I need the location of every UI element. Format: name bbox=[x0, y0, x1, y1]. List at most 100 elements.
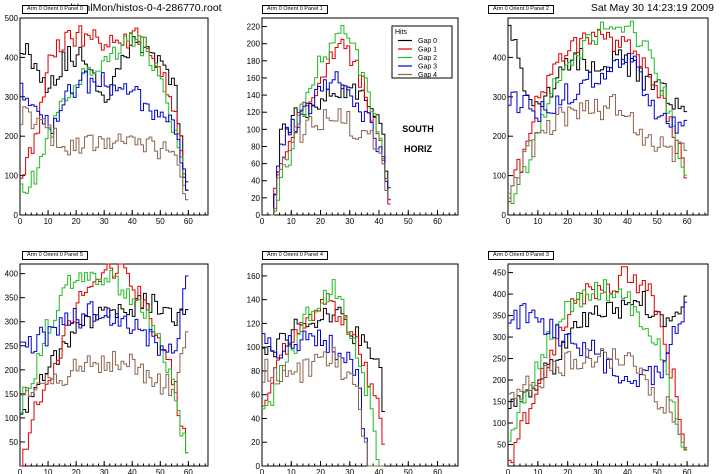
x-tick-label: 50 bbox=[156, 217, 165, 226]
y-tick-label: 500 bbox=[5, 14, 19, 23]
y-tick-label: 200 bbox=[5, 132, 19, 141]
annotation-label: HORIZ bbox=[404, 144, 433, 154]
series-line-gap-3 bbox=[508, 52, 688, 134]
series-line-gap-0 bbox=[20, 36, 189, 183]
y-tick-label: 200 bbox=[493, 376, 507, 385]
y-tick-label: 400 bbox=[493, 53, 507, 62]
y-tick-label: 300 bbox=[5, 93, 19, 102]
y-tick-label: 450 bbox=[493, 269, 507, 278]
y-tick-label: 100 bbox=[5, 172, 19, 181]
x-tick-label: 40 bbox=[623, 468, 632, 474]
x-tick-label: 60 bbox=[433, 468, 442, 474]
plot-frame bbox=[507, 17, 709, 216]
legend-title: Hits bbox=[395, 29, 408, 36]
x-tick-label: 0 bbox=[260, 468, 265, 474]
y-tick-label: 150 bbox=[493, 398, 507, 407]
x-tick-label: 50 bbox=[156, 468, 165, 474]
file-path-label: result/onlMon/histos-0-4-286770.root bbox=[50, 2, 222, 14]
panel-title-3: Arm 0 Orient 0 Panel 5 bbox=[22, 251, 88, 260]
y-tick-label: 140 bbox=[247, 296, 261, 305]
plot-frame bbox=[261, 17, 459, 216]
x-tick-label: 50 bbox=[653, 217, 662, 226]
legend-box bbox=[391, 25, 453, 79]
y-tick-label: 0 bbox=[14, 211, 19, 220]
series-line-gap-2 bbox=[270, 25, 391, 216]
y-tick-label: 300 bbox=[493, 333, 507, 342]
series-line-gap-0 bbox=[508, 290, 688, 409]
x-tick-label: 0 bbox=[260, 217, 265, 226]
x-tick-label: 40 bbox=[375, 468, 384, 474]
y-tick-label: 400 bbox=[5, 270, 19, 279]
timestamp-label: Sat May 30 14:23:19 2009 bbox=[590, 2, 714, 14]
y-tick-label: 100 bbox=[493, 419, 507, 428]
x-tick-label: 0 bbox=[506, 217, 511, 226]
y-tick-label: 20 bbox=[251, 194, 260, 203]
y-tick-label: 150 bbox=[5, 390, 19, 399]
series-line-gap-0 bbox=[262, 306, 385, 413]
series-line-gap-4 bbox=[262, 346, 385, 467]
y-tick-label: 300 bbox=[5, 318, 19, 327]
y-tick-label: 160 bbox=[247, 74, 261, 83]
x-tick-label: 20 bbox=[72, 217, 81, 226]
series-line-gap-2 bbox=[508, 279, 688, 450]
x-tick-label: 60 bbox=[683, 468, 692, 474]
series-line-gap-3 bbox=[508, 301, 688, 387]
x-tick-label: 30 bbox=[345, 217, 354, 226]
y-tick-label: 60 bbox=[251, 391, 260, 400]
y-tick-label: 300 bbox=[493, 93, 507, 102]
y-tick-label: 100 bbox=[247, 125, 261, 134]
y-tick-label: 250 bbox=[493, 355, 507, 364]
series-line-gap-3 bbox=[262, 329, 385, 467]
x-tick-label: 60 bbox=[184, 217, 193, 226]
y-tick-label: 100 bbox=[493, 172, 507, 181]
y-tick-label: 120 bbox=[247, 108, 261, 117]
x-tick-label: 0 bbox=[18, 217, 23, 226]
x-tick-label: 10 bbox=[287, 468, 296, 474]
x-tick-label: 50 bbox=[404, 468, 413, 474]
panel-title-1: Arm 0 Orient 0 Panel 1 bbox=[262, 5, 328, 14]
plot-frame bbox=[19, 17, 209, 216]
x-tick-label: 20 bbox=[563, 468, 572, 474]
x-tick-label: 40 bbox=[623, 217, 632, 226]
series-line-gap-3 bbox=[270, 71, 391, 216]
y-tick-label: 200 bbox=[493, 132, 507, 141]
x-tick-label: 30 bbox=[345, 468, 354, 474]
series-line-gap-0 bbox=[508, 24, 688, 113]
x-tick-label: 0 bbox=[18, 468, 23, 474]
y-tick-label: 80 bbox=[251, 367, 260, 376]
x-tick-label: 30 bbox=[593, 217, 602, 226]
plot-frame bbox=[507, 263, 709, 467]
legend-entry: Gap 0 bbox=[418, 38, 437, 45]
x-tick-label: 60 bbox=[184, 468, 193, 474]
x-tick-label: 50 bbox=[404, 217, 413, 226]
y-tick-label: 0 bbox=[502, 211, 507, 220]
y-tick-label: 20 bbox=[251, 438, 260, 447]
y-tick-label: 160 bbox=[247, 272, 261, 281]
y-tick-label: 180 bbox=[247, 57, 261, 66]
series-line-gap-4 bbox=[20, 106, 189, 201]
panel-title-5: Arm 0 Orient 0 Panel 3 bbox=[488, 251, 554, 260]
y-tick-label: 0 bbox=[256, 462, 261, 471]
series-line-gap-4 bbox=[508, 348, 688, 448]
y-tick-label: 400 bbox=[493, 290, 507, 299]
y-tick-label: 50 bbox=[9, 438, 18, 447]
series-line-gap-3 bbox=[20, 275, 189, 356]
y-tick-label: 400 bbox=[5, 53, 19, 62]
x-tick-label: 10 bbox=[44, 468, 53, 474]
y-tick-label: 250 bbox=[5, 342, 19, 351]
series-line-gap-2 bbox=[20, 32, 189, 194]
annotation-label: SOUTH bbox=[402, 124, 434, 134]
y-tick-label: 40 bbox=[251, 414, 260, 423]
x-tick-label: 20 bbox=[316, 468, 325, 474]
x-tick-label: 30 bbox=[100, 217, 109, 226]
series-line-gap-4 bbox=[20, 331, 189, 397]
y-tick-label: 0 bbox=[256, 211, 261, 220]
x-tick-label: 30 bbox=[100, 468, 109, 474]
y-tick-label: 140 bbox=[247, 91, 261, 100]
y-tick-label: 100 bbox=[5, 414, 19, 423]
x-tick-label: 10 bbox=[287, 217, 296, 226]
x-tick-label: 10 bbox=[44, 217, 53, 226]
legend-entry: Gap 4 bbox=[418, 72, 437, 79]
x-tick-label: 0 bbox=[506, 468, 511, 474]
